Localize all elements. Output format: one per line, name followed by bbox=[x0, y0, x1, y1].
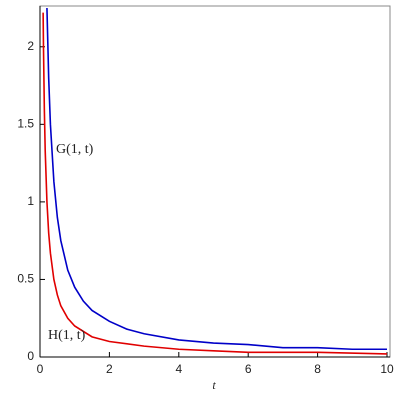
x-tick-label: 0 bbox=[37, 362, 44, 376]
y-tick-label: 1 bbox=[27, 194, 34, 208]
y-tick-label: 2 bbox=[27, 39, 34, 53]
series-label: G(1, t) bbox=[56, 142, 94, 157]
y-tick-label: 0 bbox=[27, 349, 34, 363]
series-line bbox=[42, 12, 388, 355]
x-axis-label: t bbox=[212, 378, 216, 392]
x-tick-label: 10 bbox=[380, 362, 394, 376]
x-tick-label: 2 bbox=[106, 362, 113, 376]
x-tick-label: 4 bbox=[175, 362, 182, 376]
x-tick-label: 6 bbox=[245, 362, 252, 376]
series-label: H(1, t) bbox=[48, 328, 86, 343]
x-tick-label: 8 bbox=[314, 362, 321, 376]
y-tick-label: 0.5 bbox=[17, 272, 34, 286]
plot-frame bbox=[39, 5, 391, 358]
series-line bbox=[46, 7, 387, 351]
y-tick-label: 1.5 bbox=[17, 117, 34, 131]
